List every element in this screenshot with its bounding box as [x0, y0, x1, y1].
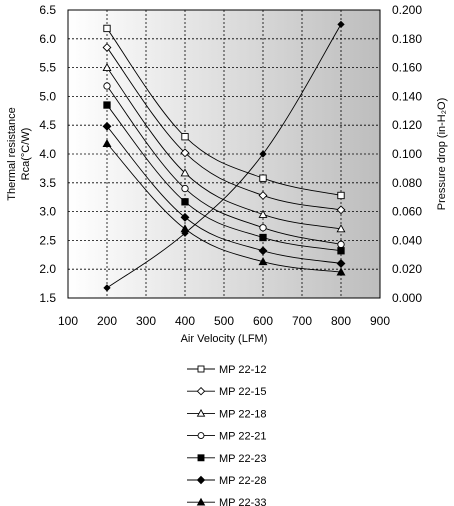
x-tick-label: 800 — [331, 314, 351, 328]
x-axis-label: Air Velocity (LFM) — [181, 333, 268, 345]
data-point — [336, 205, 346, 215]
data-point — [102, 43, 112, 52]
data-point — [181, 184, 189, 193]
x-tick-label: 400 — [175, 314, 195, 328]
data-point — [180, 168, 190, 177]
y-right-tick-label: 0.120 — [392, 118, 422, 132]
x-tick-label: 600 — [253, 314, 273, 328]
pressure-drop-point — [103, 284, 111, 292]
data-point — [337, 240, 345, 249]
pressure-drop-line — [106, 24, 342, 289]
y-right-tick-label: 0.160 — [392, 61, 422, 75]
y-left-tick-label: 1.5 — [39, 291, 56, 305]
data-point — [259, 224, 267, 232]
y-left-tick-labels: 1.5 2.0 2.5 3.0 3.5 4.0 4.5 5.0 5.5 6.0 6.5 — [39, 3, 56, 305]
legend-marker — [196, 386, 206, 396]
legend: MP 22-12 MP 22-15 MP 22-18 MP 22-21 MP 22-23… — [187, 364, 267, 506]
pressure-drop-point — [181, 229, 189, 237]
data-point — [181, 133, 189, 141]
y-left-tick-label: 4.5 — [39, 118, 56, 132]
data-point — [258, 246, 268, 256]
x-tick-label: 200 — [97, 314, 117, 328]
data-point — [103, 24, 111, 33]
y-right-tick-label: 0.140 — [392, 89, 422, 103]
y-right-tick-label: 0.100 — [392, 147, 422, 161]
data-point — [258, 257, 268, 266]
y-right-axis-label: Pressure drop (in-H₂O) — [436, 98, 448, 210]
y-right-tick-label: 0.020 — [392, 262, 422, 276]
y-left-tick-label: 2.5 — [39, 233, 56, 247]
x-tick-label: 900 — [370, 314, 390, 328]
data-point — [337, 247, 345, 255]
legend-label: MP 22-18 — [219, 408, 267, 420]
legend-label: MP 22-33 — [219, 497, 267, 506]
pressure-drop-point — [259, 150, 267, 158]
data-point — [102, 139, 112, 148]
series-line — [106, 67, 342, 230]
data-point — [259, 174, 267, 182]
series-line — [106, 143, 342, 273]
y-left-tick-label: 6.0 — [39, 32, 56, 46]
grid — [68, 10, 380, 298]
y-left-tick-label: 3.5 — [39, 176, 56, 190]
legend-label: MP 22-15 — [219, 386, 267, 398]
y-left-tick-label: 3.0 — [39, 205, 56, 219]
series-lines — [106, 24, 342, 289]
legend-label: MP 22-21 — [219, 431, 267, 443]
y-left-tick-label: 5.5 — [39, 61, 56, 75]
y-right-tick-label: 0.040 — [392, 233, 422, 247]
data-point — [336, 224, 346, 233]
legend-marker — [196, 408, 206, 417]
data-point — [103, 82, 111, 90]
x-tick-label: 700 — [292, 314, 312, 328]
y-right-tick-label: 0.200 — [392, 3, 422, 17]
y-right-tick-label: 0.080 — [392, 176, 422, 190]
x-tick-labels: 100 200 300 400 500 600 700 800 900 — [58, 314, 390, 328]
data-point — [337, 191, 345, 200]
data-point — [258, 209, 268, 218]
legend-marker — [197, 432, 205, 440]
data-point — [259, 233, 267, 242]
pressure-drop-point — [337, 20, 345, 29]
legend-label: MP 22-23 — [219, 453, 267, 465]
y-left-axis-label-line2: Rca(°C/W) — [20, 128, 32, 181]
series-line — [106, 28, 342, 196]
plot-frame — [67, 9, 381, 299]
legend-marker — [196, 475, 206, 485]
data-point — [336, 267, 346, 276]
y-left-axis-label-line1: Thermal resistance — [6, 107, 18, 201]
y-left-tick-label: 2.0 — [39, 262, 56, 276]
data-point — [102, 121, 112, 131]
series-line — [106, 104, 342, 252]
y-left-tick-label: 5.0 — [39, 89, 56, 103]
series-markers — [102, 20, 346, 292]
series-line — [106, 126, 342, 264]
data-point — [181, 198, 189, 206]
y-right-tick-labels: 0.000 0.020 0.040 0.060 0.080 0.100 0.120 0.140… — [392, 3, 422, 305]
series-line — [106, 47, 342, 211]
y-right-tick-label: 0.000 — [392, 291, 422, 305]
data-point — [336, 259, 346, 268]
data-point — [180, 212, 190, 222]
x-tick-label: 100 — [58, 314, 78, 328]
legend-label: MP 22-28 — [219, 475, 267, 487]
y-right-tick-label: 0.180 — [392, 32, 422, 46]
data-point — [258, 191, 268, 200]
y-left-tick-label: 6.5 — [39, 3, 56, 17]
data-point — [102, 62, 112, 72]
x-tick-label: 300 — [136, 314, 156, 328]
legend-label: MP 22-12 — [219, 364, 267, 376]
y-right-tick-label: 0.060 — [392, 205, 422, 219]
y-left-tick-label: 4.0 — [39, 147, 56, 161]
series-line — [106, 85, 342, 245]
data-point — [103, 101, 111, 109]
data-point — [180, 148, 190, 158]
legend-marker — [196, 497, 206, 506]
legend-marker — [197, 365, 205, 373]
legend-marker — [197, 454, 205, 462]
x-tick-label: 500 — [214, 314, 234, 328]
